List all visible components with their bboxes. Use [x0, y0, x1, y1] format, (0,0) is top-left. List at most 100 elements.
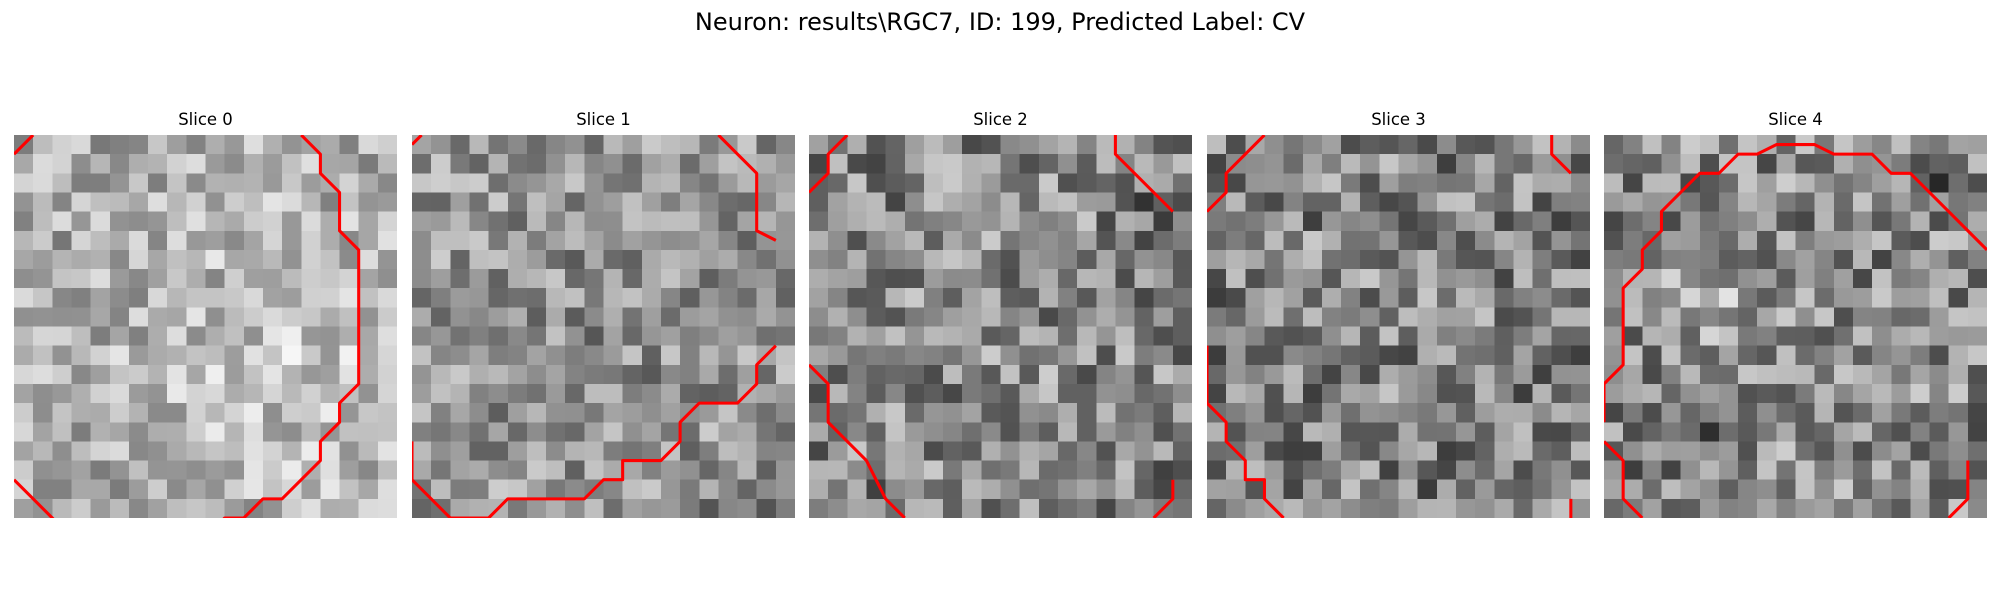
image-pixel	[866, 479, 887, 500]
image-pixel	[923, 403, 944, 423]
image-pixel	[1738, 154, 1758, 174]
image-pixel	[1872, 364, 1892, 385]
image-pixel	[775, 192, 795, 213]
image-pixel	[1019, 403, 1040, 423]
contour-line	[412, 344, 777, 518]
image-pixel	[718, 498, 739, 518]
image-pixel	[828, 498, 848, 518]
image-pixel	[1321, 345, 1342, 366]
image-pixel	[1872, 211, 1892, 232]
image-pixel	[377, 135, 397, 155]
image-pixel	[603, 192, 624, 213]
image-pixel	[14, 192, 34, 213]
image-pixel	[33, 326, 53, 347]
image-pixel	[1360, 269, 1380, 289]
image-pixel	[660, 307, 681, 328]
image-pixel	[262, 288, 283, 308]
image-pixel	[90, 326, 111, 347]
image-pixel	[775, 269, 795, 289]
image-pixel	[866, 307, 887, 328]
image-pixel	[1115, 403, 1136, 423]
image-pixel	[358, 441, 379, 462]
image-pixel	[1852, 135, 1873, 155]
image-pixel	[1738, 269, 1758, 289]
image-pixel	[1872, 498, 1892, 518]
image-pixel	[1455, 422, 1476, 442]
image-pixel	[1321, 422, 1342, 442]
image-pixel	[1570, 498, 1590, 518]
image-pixel	[320, 192, 341, 213]
image-pixel	[358, 345, 379, 366]
image-pixel	[1738, 192, 1758, 213]
image-pixel	[1475, 326, 1495, 347]
image-pixel	[1379, 154, 1400, 174]
image-pixel	[1153, 326, 1174, 347]
image-pixel	[1795, 498, 1816, 518]
image-pixel	[109, 154, 130, 174]
image-pixel	[1872, 460, 1892, 481]
image-pixel	[1776, 403, 1797, 423]
image-pixel	[775, 154, 795, 174]
image-pixel	[33, 269, 53, 289]
image-pixel	[1551, 422, 1572, 442]
image-pixel	[1532, 364, 1553, 385]
image-pixel	[885, 154, 906, 174]
image-pixel	[1833, 326, 1854, 347]
image-pixel	[1738, 307, 1758, 328]
image-pixel	[1077, 211, 1097, 232]
image-pixel	[1570, 135, 1590, 155]
image-pixel	[756, 422, 777, 442]
image-pixel	[469, 498, 490, 518]
image-pixel	[339, 498, 360, 518]
image-pixel	[943, 403, 963, 423]
image-pixel	[1570, 326, 1590, 347]
image-pixel	[1680, 403, 1701, 423]
image-pixel	[1115, 307, 1136, 328]
image-pixel	[981, 307, 1002, 328]
image-pixel	[1302, 364, 1323, 385]
image-pixel	[1551, 326, 1572, 347]
image-pixel	[167, 307, 187, 328]
image-pixel	[943, 192, 963, 213]
image-pixel	[1891, 288, 1911, 308]
image-pixel	[1398, 403, 1419, 423]
image-pixel	[128, 345, 149, 366]
image-pixel	[699, 307, 719, 328]
image-pixel	[1283, 192, 1304, 213]
image-pixel	[1604, 230, 1624, 251]
image-pixel	[622, 403, 643, 423]
image-pixel	[1872, 269, 1892, 289]
image-pixel	[1642, 269, 1663, 289]
image-pixel	[52, 249, 73, 270]
image-pixel	[1699, 173, 1720, 194]
image-pixel	[718, 422, 739, 442]
image-pixel	[320, 364, 341, 385]
image-pixel	[943, 211, 963, 232]
image-pixel	[1455, 345, 1476, 366]
image-pixel	[301, 307, 321, 328]
image-pixel	[1494, 403, 1514, 423]
image-pixel	[603, 403, 624, 423]
image-pixel	[1077, 498, 1097, 518]
image-pixel	[1872, 230, 1892, 251]
image-pixel	[885, 383, 906, 404]
image-pixel	[1948, 364, 1969, 385]
image-pixel	[52, 364, 73, 385]
image-pixel	[1852, 383, 1873, 404]
image-pixel	[1967, 403, 1987, 423]
image-pixel	[1475, 498, 1495, 518]
image-pixel	[680, 422, 700, 442]
image-pixel	[377, 230, 397, 251]
image-pixel	[1417, 479, 1438, 500]
image-pixel	[507, 422, 528, 442]
image-pixel	[718, 307, 739, 328]
image-pixel	[622, 307, 643, 328]
image-pixel	[866, 230, 887, 251]
image-pixel	[1910, 230, 1931, 251]
image-pixel	[109, 173, 130, 194]
image-pixel	[828, 460, 848, 481]
image-pixel	[1852, 498, 1873, 518]
image-pixel	[1833, 441, 1854, 462]
image-pixel	[1661, 211, 1682, 232]
image-pixel	[1795, 364, 1816, 385]
